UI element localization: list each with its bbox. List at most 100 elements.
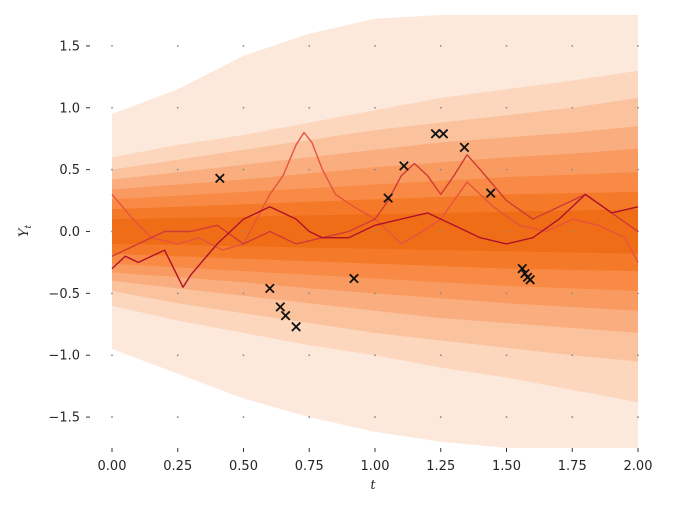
grid-dot bbox=[374, 168, 376, 171]
grid-dot bbox=[439, 416, 442, 418]
grid-dot bbox=[374, 106, 376, 109]
grid-dot bbox=[571, 45, 574, 47]
grid-dot bbox=[374, 45, 376, 47]
grid-dot bbox=[308, 106, 311, 109]
grid-dot bbox=[242, 416, 245, 418]
grid-dot bbox=[374, 292, 376, 295]
sample-paths bbox=[111, 131, 639, 288]
grid-dot bbox=[571, 354, 574, 357]
grid-dots bbox=[111, 45, 639, 418]
grid-dot bbox=[439, 230, 442, 233]
y-tick-label: −1.0 bbox=[48, 349, 80, 364]
grid-dot bbox=[571, 106, 574, 109]
observation-marker bbox=[459, 142, 470, 153]
x-tick-label: 1.75 bbox=[558, 459, 587, 474]
y-tick-label: −0.5 bbox=[48, 287, 80, 302]
observation-marker bbox=[430, 128, 441, 139]
observation-marker bbox=[485, 188, 496, 198]
observation-marker bbox=[291, 321, 301, 332]
grid-dot bbox=[505, 292, 508, 295]
grid-dot bbox=[176, 45, 179, 47]
grid-dot bbox=[637, 168, 639, 171]
y-tick-label: 0.5 bbox=[59, 163, 80, 178]
grid-dot bbox=[242, 45, 245, 47]
x-tick-label: 1.25 bbox=[426, 459, 455, 474]
grid-dot bbox=[308, 168, 311, 171]
grid-dot bbox=[637, 292, 639, 295]
grid-dot bbox=[111, 106, 113, 109]
observation-marker bbox=[438, 128, 449, 139]
grid-dot bbox=[176, 292, 179, 295]
axes: 0.00 0.25 0.50 0.75 1.00 1.25 1.50 1.75 2.00 1.5 1… bbox=[48, 39, 652, 474]
observation-marker bbox=[214, 173, 225, 184]
grid-dot bbox=[308, 292, 311, 295]
grid-dot bbox=[111, 230, 113, 233]
grid-dot bbox=[242, 292, 245, 295]
grid-dot bbox=[374, 354, 376, 357]
grid-dot bbox=[111, 354, 113, 357]
grid-dot bbox=[374, 416, 376, 418]
y-axis-label: Yt bbox=[17, 225, 34, 238]
grid-dot bbox=[571, 230, 574, 233]
grid-dot bbox=[571, 416, 574, 418]
grid-dot bbox=[505, 106, 508, 109]
grid-dot bbox=[308, 354, 311, 357]
x-tick-label: 2.00 bbox=[624, 459, 653, 474]
sample-path-3 bbox=[111, 193, 639, 288]
sample-path-1 bbox=[111, 131, 639, 263]
observation-marker bbox=[280, 310, 291, 321]
x-tick-label: 0.50 bbox=[229, 459, 258, 474]
grid-dot bbox=[176, 416, 179, 418]
x-tick-label: 0.75 bbox=[295, 459, 324, 474]
y-tick-label: 1.0 bbox=[59, 101, 80, 116]
grid-dot bbox=[242, 106, 245, 109]
grid-dot bbox=[242, 168, 245, 171]
x-tick-label: 1.00 bbox=[361, 459, 390, 474]
x-tick-label: 0.00 bbox=[98, 459, 127, 474]
y-tick-label: 1.5 bbox=[59, 39, 80, 54]
grid-dot bbox=[571, 168, 574, 171]
grid-dot bbox=[637, 106, 639, 109]
observation-markers bbox=[214, 128, 536, 332]
grid-dot bbox=[111, 292, 113, 295]
y-tick-label: −1.5 bbox=[48, 411, 80, 426]
grid-dot bbox=[111, 416, 113, 418]
grid-dot bbox=[308, 416, 311, 418]
grid-dot bbox=[374, 230, 376, 233]
sample-path-2 bbox=[111, 154, 639, 257]
grid-dot bbox=[637, 416, 639, 418]
grid-dot bbox=[439, 106, 442, 109]
grid-dot bbox=[439, 354, 442, 357]
grid-dot bbox=[439, 168, 442, 171]
observation-marker bbox=[275, 302, 286, 312]
x-axis-label: t bbox=[370, 478, 376, 493]
y-axis-label-sub: t bbox=[24, 225, 34, 229]
grid-dot bbox=[637, 45, 639, 47]
grid-dot bbox=[505, 168, 508, 171]
grid-dot bbox=[176, 354, 179, 357]
y-axis-label-main: Y bbox=[17, 227, 32, 237]
grid-dot bbox=[111, 45, 113, 47]
grid-dot bbox=[439, 45, 442, 47]
grid-dot bbox=[176, 106, 179, 109]
x-tick-label: 1.50 bbox=[492, 459, 521, 474]
grid-dot bbox=[242, 354, 245, 357]
grid-dot bbox=[637, 354, 639, 357]
grid-dot bbox=[505, 45, 508, 47]
observation-marker bbox=[517, 263, 528, 274]
observation-marker bbox=[383, 193, 393, 203]
grid-dot bbox=[111, 168, 113, 171]
grid-dot bbox=[176, 168, 179, 171]
y-tick-label: 0.0 bbox=[59, 225, 80, 240]
grid-dot bbox=[505, 416, 508, 418]
grid-dot bbox=[308, 45, 311, 47]
observation-marker bbox=[349, 273, 359, 284]
grid-dot bbox=[505, 354, 508, 357]
observation-marker bbox=[264, 283, 275, 294]
grid-dot bbox=[505, 230, 508, 233]
grid-dot bbox=[571, 292, 574, 295]
observation-marker bbox=[399, 161, 409, 171]
x-tick-label: 0.25 bbox=[163, 459, 192, 474]
grid-dot bbox=[439, 292, 442, 295]
